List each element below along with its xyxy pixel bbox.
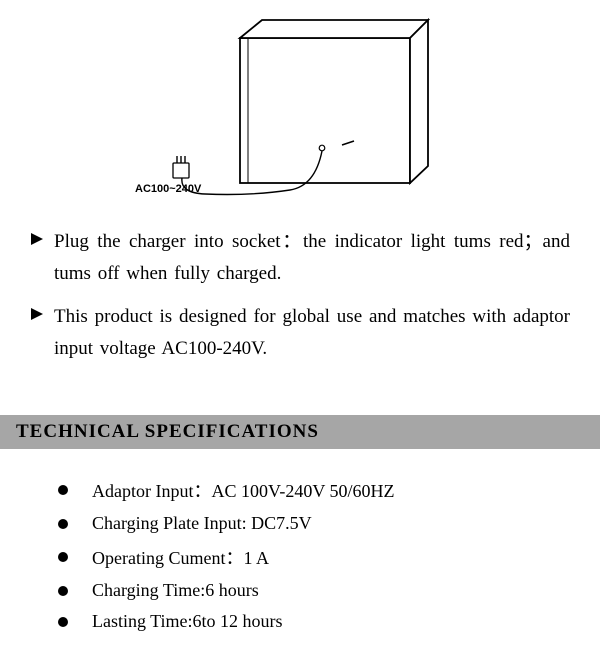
bullet-icon (58, 617, 68, 627)
voltage-label: AC100~240V (135, 183, 201, 195)
bullet-icon (58, 586, 68, 596)
bullet-icon (58, 552, 68, 562)
instruction-text: This product is designed for global use … (54, 301, 570, 366)
spec-item: Lasting Time:6to 12 hours (58, 611, 600, 632)
bullet-icon (58, 485, 68, 495)
instruction-text: Plug the charger into socket：the indicat… (54, 226, 570, 291)
charger-diagram (150, 8, 450, 208)
spec-header-text: TECHNICAL SPECIFICATIONS (16, 421, 319, 442)
instruction-item: This product is designed for global use … (30, 301, 570, 366)
triangle-bullet-icon (30, 232, 44, 246)
spec-item: Adaptor Input：AC 100V-240V 50/60HZ (58, 477, 600, 503)
spec-item: Charging Plate Input: DC7.5V (58, 513, 600, 534)
spec-text: Charging Plate Input: DC7.5V (92, 513, 312, 534)
spec-text: Lasting Time:6to 12 hours (92, 611, 283, 632)
spec-text: Operating Cument：1 A (92, 544, 269, 570)
diagram-container (0, 0, 600, 208)
spec-text: Charging Time:6 hours (92, 580, 259, 601)
triangle-bullet-icon (30, 307, 44, 321)
spec-item: Operating Cument：1 A (58, 544, 600, 570)
spec-header: TECHNICAL SPECIFICATIONS (0, 415, 600, 449)
bullet-icon (58, 519, 68, 529)
instructions-list: Plug the charger into socket：the indicat… (0, 208, 600, 365)
spec-text: Adaptor Input：AC 100V-240V 50/60HZ (92, 477, 395, 503)
spec-list: Adaptor Input：AC 100V-240V 50/60HZ Charg… (0, 449, 600, 632)
spec-item: Charging Time:6 hours (58, 580, 600, 601)
instruction-item: Plug the charger into socket：the indicat… (30, 226, 570, 291)
